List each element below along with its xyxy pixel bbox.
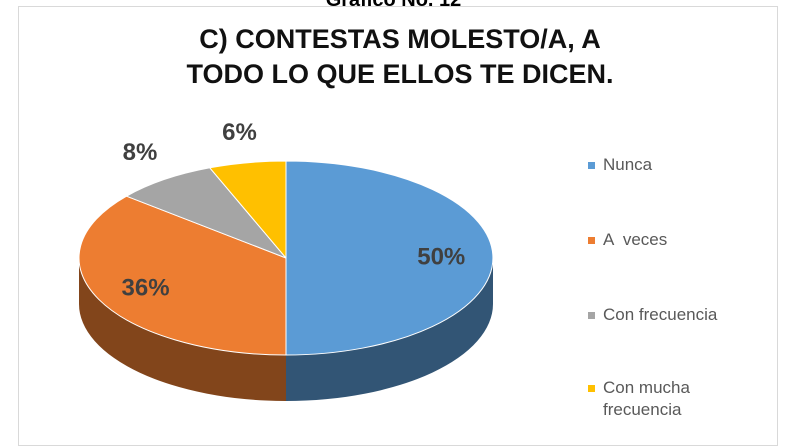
data-label: 6%: [222, 119, 257, 146]
legend-label: Nunca: [603, 155, 653, 174]
caption: Gráfico No. 12: [325, 0, 462, 11]
legend-label: A veces: [603, 230, 668, 249]
legend-item: Nunca: [588, 154, 768, 176]
legend-item: Con mucha frecuencia: [588, 377, 713, 421]
legend-item: Con frecuencia: [588, 304, 768, 326]
chart-title: C) CONTESTAS MOLESTO/A, A TODO LO QUE EL…: [186, 24, 614, 89]
slice-side: [286, 258, 493, 401]
data-label: 50%: [417, 243, 465, 270]
legend-swatch: [588, 162, 595, 169]
legend-swatch: [588, 385, 595, 392]
data-label: 8%: [123, 139, 158, 166]
legend-item: A veces: [588, 229, 768, 251]
legend-label: Con mucha frecuencia: [603, 378, 695, 419]
legend-swatch: [588, 312, 595, 319]
legend-swatch: [588, 237, 595, 244]
legend-label: Con frecuencia: [603, 305, 718, 324]
slice: [78, 195, 287, 356]
slice: [208, 160, 287, 260]
slice-side: [79, 258, 286, 401]
data-label: 36%: [122, 274, 170, 301]
slice: [125, 167, 287, 259]
slice: [285, 160, 494, 356]
